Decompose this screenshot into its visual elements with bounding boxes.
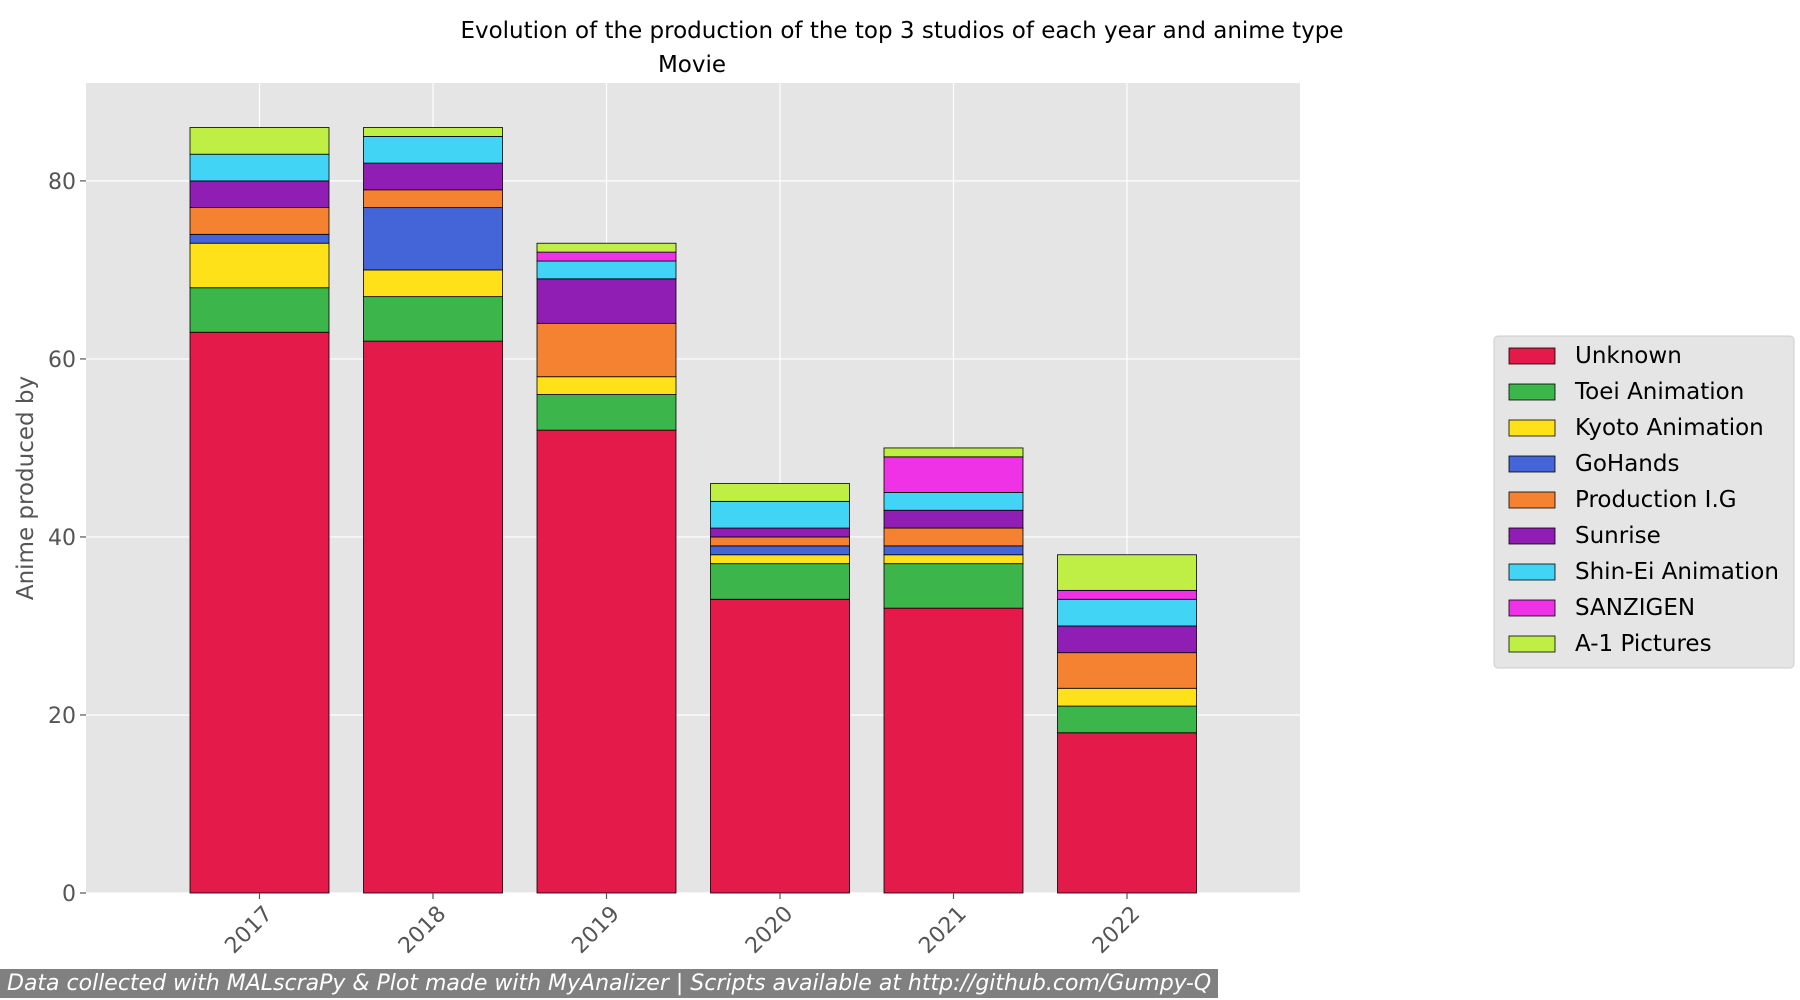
bar-segment: [883, 456, 1024, 493]
bar-segment: [1057, 652, 1197, 689]
bar-segment: [883, 554, 1024, 565]
bar-segment: [1057, 625, 1197, 654]
legend-swatch: [1508, 563, 1556, 581]
bar-segment: [536, 376, 677, 395]
y-axis: 0 20 40 60 80: [48, 170, 86, 907]
legend-swatch: [1508, 419, 1556, 437]
bar-segment: [710, 554, 850, 565]
legend-label: A-1 Pictures: [1575, 631, 1712, 657]
bar-segment: [363, 340, 503, 894]
bar-segment: [189, 233, 330, 244]
bar-segment: [1057, 732, 1197, 894]
bar-segment: [189, 287, 330, 333]
bar-segment: [710, 483, 850, 502]
bar-segment: [363, 269, 503, 298]
bar-segment: [1057, 554, 1197, 591]
y-tick-label: 0: [62, 882, 76, 907]
y-tick-label: 40: [48, 526, 76, 551]
bar-segment: [536, 278, 677, 324]
bar-segment: [710, 598, 850, 894]
bar-segment: [883, 545, 1024, 556]
bar-segment: [536, 394, 677, 431]
bar-segment: [883, 563, 1024, 609]
footer-credit: Data collected with MALscraPy & Plot mad…: [0, 969, 1219, 998]
legend-swatch: [1508, 635, 1556, 653]
bar-segment: [883, 447, 1024, 458]
bar-segment: [536, 242, 677, 253]
x-axis: 2017 2018 2019 2020 2021 2022: [220, 893, 1145, 959]
bar-segment: [189, 127, 330, 155]
x-tick-label: 2021: [914, 902, 971, 959]
bar-segment: [536, 260, 677, 280]
legend-label: GoHands: [1575, 451, 1679, 477]
legend-label: Toei Animation: [1574, 379, 1744, 405]
legend-label: Kyoto Animation: [1575, 415, 1764, 441]
legend: Unknown Toei Animation Kyoto Animation GoHa…: [1493, 335, 1795, 669]
bar-segment: [883, 607, 1024, 894]
chart-subtitle: Movie: [658, 52, 726, 78]
legend-swatch: [1508, 383, 1556, 401]
legend-label: SANZIGEN: [1575, 595, 1695, 621]
chart-title: Evolution of the production of the top 3…: [460, 18, 1343, 44]
bar-segment: [883, 492, 1024, 511]
legend-swatch: [1508, 527, 1556, 545]
bar-segment: [536, 251, 677, 262]
bar-segment: [189, 180, 330, 209]
bar-segment: [710, 500, 850, 529]
bar-segment: [363, 296, 503, 342]
bar-segment: [1057, 598, 1197, 627]
y-axis-label: Anime produced by: [13, 376, 39, 600]
bar-segment: [363, 127, 503, 137]
bar-segment: [189, 331, 330, 894]
bars: [189, 127, 1197, 894]
bar-segment: [189, 153, 330, 182]
legend-swatch: [1508, 347, 1556, 365]
bar-segment: [363, 189, 503, 209]
bar-segment: [710, 527, 850, 538]
y-tick-label: 60: [48, 348, 76, 373]
legend-label: Unknown: [1575, 343, 1682, 369]
legend-label: Sunrise: [1575, 523, 1661, 549]
legend-swatch: [1508, 491, 1556, 509]
bar-segment: [710, 563, 850, 600]
x-tick-label: 2018: [394, 902, 451, 959]
bar-segment: [363, 207, 503, 271]
y-tick-label: 20: [48, 704, 76, 729]
bar-segment: [1057, 589, 1197, 600]
bar-segment: [363, 162, 503, 191]
legend-swatch: [1508, 455, 1556, 473]
bar-segment: [710, 536, 850, 547]
legend-box: [1493, 335, 1795, 669]
bar-segment: [189, 242, 330, 289]
x-tick-label: 2017: [220, 902, 277, 959]
bar-segment: [1057, 687, 1197, 707]
bar-segment: [883, 527, 1024, 547]
bar-segment: [363, 136, 503, 164]
bar-segment: [710, 545, 850, 556]
legend-swatch: [1508, 599, 1556, 617]
x-tick-label: 2020: [741, 902, 798, 959]
bar-segment: [189, 207, 330, 235]
bar-segment: [883, 509, 1024, 529]
legend-label: Shin-Ei Animation: [1575, 559, 1779, 585]
y-tick-label: 80: [48, 170, 76, 195]
x-tick-label: 2022: [1088, 902, 1145, 959]
bar-segment: [536, 429, 677, 894]
legend-label: Production I.G: [1575, 487, 1737, 513]
x-tick-label: 2019: [567, 902, 624, 959]
bar-segment: [536, 322, 677, 378]
bar-segment: [1057, 705, 1197, 734]
